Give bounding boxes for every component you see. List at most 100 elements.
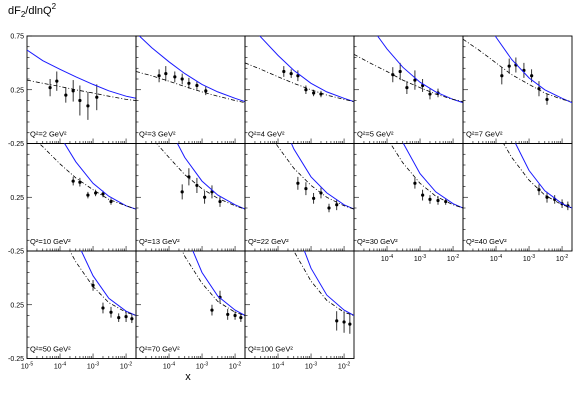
panel-q2-label: Q²=7 GeV² [466, 130, 503, 139]
x-tick-label: 10-2 [447, 254, 459, 263]
data-point [413, 78, 417, 82]
panel-plot-area [463, 36, 572, 105]
x-tick-label: 10-3 [196, 362, 208, 371]
data-point [428, 92, 432, 96]
data-point [296, 181, 300, 185]
panel-q2-label: Q²=4 GeV² [248, 130, 285, 139]
theory-curve-dashdot [38, 143, 136, 210]
y-tick-label: 0.25 [10, 302, 24, 309]
theory-curve-solid [303, 251, 354, 316]
panel-q2-label: Q²=3 GeV² [139, 130, 176, 139]
data-point [428, 197, 432, 201]
panel-q2-label: Q²=70 GeV² [139, 345, 180, 354]
panel-q2-2: Q²=2 GeV² 0.75 0.25 -0.25 [8, 34, 137, 148]
panel-frame [462, 143, 573, 252]
data-point [173, 75, 177, 79]
theory-curve-dashdot [136, 71, 245, 104]
data-point [233, 313, 237, 318]
data-point [312, 196, 316, 200]
data-point [117, 316, 121, 320]
data-point [421, 193, 425, 197]
data-point [530, 74, 534, 78]
data-point [101, 306, 105, 310]
data-point [124, 314, 128, 319]
data-point [210, 308, 214, 312]
x-tick-label: 10-4 [272, 362, 284, 371]
data-point [164, 72, 168, 76]
data-point [545, 97, 549, 102]
panel-q2-70: Q²=70 GeV² 10-4 10-3 10-2 [135, 250, 246, 371]
panel-plot-area [181, 251, 245, 322]
theory-curve-solid [80, 251, 136, 316]
data-point [304, 187, 308, 191]
theory-curve-dashdot [275, 143, 354, 210]
panel-frame [353, 35, 464, 144]
theory-curve-dashdot [389, 143, 463, 209]
data-point [91, 283, 95, 287]
panel-q2-100: Q²=100 GeV² 10-4 10-3 10-2 [244, 250, 355, 371]
panel-plot-area [293, 251, 354, 334]
panel-plot-area [38, 143, 136, 210]
theory-curve-dashdot [156, 143, 245, 210]
data-point [545, 195, 549, 199]
panel-q2-label: Q²=50 GeV² [30, 345, 71, 354]
theory-curve-solid [138, 36, 245, 103]
data-point [500, 74, 504, 78]
panel-frame [462, 35, 573, 144]
data-point [180, 77, 184, 81]
data-point [239, 316, 243, 320]
data-point [335, 203, 339, 207]
panel-frame [135, 35, 246, 144]
data-point [48, 86, 52, 90]
theory-curve-solid [402, 143, 463, 209]
x-tick-label: 10-3 [87, 362, 99, 371]
data-point [335, 319, 339, 323]
data-point [86, 104, 90, 108]
x-tick-label: 10-3 [523, 254, 535, 263]
y-tick-label: -0.25 [8, 141, 24, 148]
data-point [78, 98, 82, 103]
panel-frame [353, 143, 464, 252]
panel-plot-area [69, 251, 136, 324]
y-axis-title: dF2/dlnQ2 [8, 2, 57, 19]
y-tick-label: 0.25 [10, 195, 24, 202]
panel-frame [26, 250, 137, 359]
theory-curve-dashdot [463, 38, 572, 102]
x-tick-label: 10-3 [305, 362, 317, 371]
theory-curve-dashdot [27, 79, 136, 101]
data-point [157, 74, 161, 78]
theory-curve-dashdot [181, 251, 245, 316]
data-point [391, 73, 395, 77]
panel-q2-label: Q²=13 GeV² [139, 237, 180, 246]
x-tick-label: 10-2 [338, 362, 350, 371]
x-tick-label: 10-4 [490, 254, 502, 263]
x-tick-label: 10-2 [229, 362, 241, 371]
data-point [187, 81, 191, 85]
panel-plot-area [354, 36, 463, 104]
panel-grid: Q²=2 GeV² 0.75 0.25 -0.25 Q²=3 GeV² Q²=4 GeV²… [8, 34, 573, 371]
theory-curve-dashdot [354, 53, 463, 102]
theory-curve-solid [376, 36, 463, 104]
y-tick-label: -0.25 [8, 356, 24, 363]
panel-q2-13: Q²=13 GeV² [135, 143, 246, 252]
x-axis-title: x [185, 371, 191, 383]
theory-curve-dashdot [69, 251, 136, 316]
x-tick-label: 10-4 [54, 362, 66, 371]
data-point [218, 199, 222, 204]
panel-plot-area [503, 143, 572, 211]
panel-frame [26, 143, 137, 252]
data-point [130, 317, 134, 321]
data-point [64, 93, 68, 97]
x-tick-label: 10-5 [21, 362, 33, 371]
theory-curve-solid [259, 36, 354, 103]
panel-q2-40: Q²=40 GeV² 10-4 10-3 10-2 [462, 143, 573, 263]
theory-curve-solid [290, 143, 354, 210]
panel-plot-area [245, 36, 354, 103]
panel-q2-label: Q²=2 GeV² [30, 130, 67, 139]
data-point [187, 175, 191, 179]
x-tick-label: 10-4 [381, 254, 393, 263]
y-tick-label: 0.25 [10, 87, 24, 94]
panel-q2-label: Q²=10 GeV² [30, 237, 71, 246]
theory-curve-solid [27, 49, 136, 99]
